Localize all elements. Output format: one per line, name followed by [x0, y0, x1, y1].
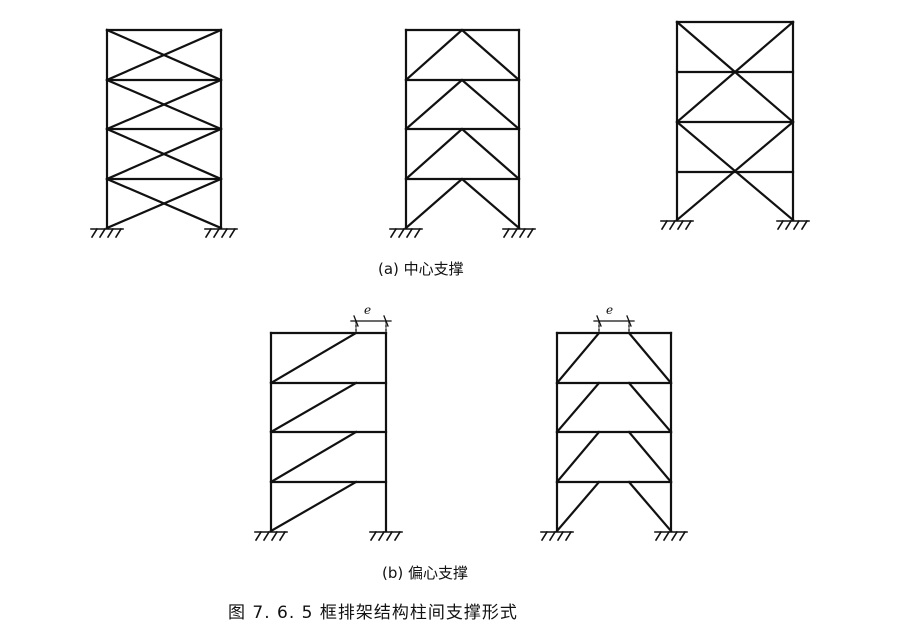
frame-two-storey-x-bracing [675, 20, 795, 222]
figure-caption: 图 7. 6. 5 框排架结构柱间支撑形式 [228, 603, 518, 623]
fixed-support [654, 530, 688, 542]
fixed-support [204, 227, 238, 239]
fixed-support [90, 227, 124, 239]
frame-chevron-bracing [404, 28, 521, 230]
caption-concentric-bracing: (a) 中心支撑 [378, 260, 464, 278]
frame-x-bracing [105, 28, 223, 230]
eccentricity-dimension [350, 315, 392, 334]
fixed-support [776, 219, 810, 231]
frame-eccentric-diagonal-bracing [269, 331, 388, 533]
frame-eccentric-chevron-bracing [555, 331, 673, 533]
eccentricity-label: e [606, 303, 614, 317]
fixed-support [369, 530, 403, 542]
fixed-support [502, 227, 536, 239]
caption-eccentric-bracing: (b) 偏心支撑 [382, 564, 468, 582]
fixed-support [540, 530, 574, 542]
eccentricity-label: e [364, 303, 372, 317]
fixed-support [389, 227, 423, 239]
fixed-support [254, 530, 288, 542]
fixed-support [660, 219, 694, 231]
eccentricity-dimension [593, 315, 635, 334]
